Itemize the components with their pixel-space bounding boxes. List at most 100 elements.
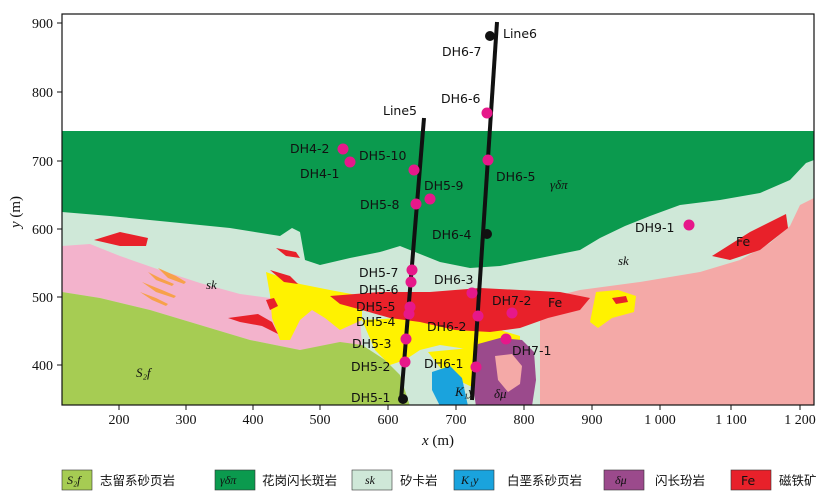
label-cretaceous: K₁y (454, 384, 474, 399)
sample-dh6-6 (481, 107, 493, 119)
sample-dh7-2 (506, 307, 518, 319)
iron-ore-lens-6 (612, 296, 628, 304)
label-dh7-1: DH7-1 (512, 343, 551, 358)
legend: S₂f 志留系砂页岩 γδπ 花岗闪长斑岩 sk 矽卡岩 K₁y 白垩系砂页岩 … (61, 469, 817, 491)
x-tick-200: 200 (109, 413, 130, 428)
sample-dh5-6 (405, 276, 417, 288)
label-dh4-1: DH4-1 (300, 166, 339, 181)
legend-text-diorite: 闪长玢岩 (655, 473, 705, 488)
iron-ore-lens-4 (266, 298, 278, 310)
y-tick-400: 400 (32, 359, 53, 374)
iron-ore-lens-1 (94, 232, 148, 246)
label-dh5-6: DH5-6 (359, 282, 398, 297)
label-dh5-5: DH5-5 (356, 299, 395, 314)
hole-marker-dh6-7 (485, 31, 495, 41)
label-skarn-left: sk (206, 277, 217, 292)
legend-text-cretaceous: 白垩系砂页岩 (507, 473, 582, 488)
legend-text-skarn: 矽卡岩 (400, 473, 438, 488)
line6-label: Line6 (503, 26, 537, 41)
label-dh6-1: DH6-1 (424, 356, 463, 371)
y-tick-600: 600 (32, 223, 53, 238)
legend-symbol-cretaceous: K₁y (460, 473, 479, 487)
label-fe-main: Fe (548, 295, 563, 310)
legend-swatch-diorite (603, 469, 645, 491)
orange-lens-1 (148, 272, 174, 286)
legend-swatch-skarn (351, 469, 393, 491)
sample-dh4-1 (344, 156, 356, 168)
label-dh5-3: DH5-3 (352, 336, 391, 351)
label-silurian: S₂f (136, 365, 153, 380)
sample-dh5-4 (403, 308, 415, 320)
x-axis-title: x (m) (421, 433, 454, 449)
x-axis: 200 300 400 500 600 700 800 900 1 000 1 … (109, 405, 816, 449)
legend-text-silurian: 志留系砂页岩 (100, 473, 175, 488)
legend-symbol-skarn: sk (365, 473, 376, 487)
label-dh6-2: DH6-2 (427, 319, 466, 334)
line6-profile (470, 21, 499, 401)
hornfels-zone-right (540, 198, 814, 405)
legend-symbol-iron: Fe (741, 473, 756, 488)
y-tick-900: 900 (32, 17, 53, 32)
label-dh5-2: DH5-2 (351, 359, 390, 374)
sample-dh5-8 (410, 198, 422, 210)
x-tick-700: 700 (446, 413, 467, 428)
x-tick-1200: 1 200 (784, 413, 816, 428)
label-dh5-1: DH5-1 (351, 390, 390, 405)
sample-dh6-3 (466, 287, 478, 299)
label-dh6-7: DH6-7 (442, 44, 481, 59)
sample-dh7-1 (500, 333, 512, 345)
label-dh7-2: DH7-2 (492, 293, 531, 308)
iron-ore-lens-right (712, 214, 788, 260)
geology-layers (62, 131, 814, 405)
x-tick-400: 400 (243, 413, 264, 428)
label-granite: γδπ (550, 177, 568, 192)
diorite-inclusion (495, 354, 522, 392)
x-tick-800: 800 (514, 413, 535, 428)
legend-symbol-diorite: δμ (615, 473, 627, 487)
legend-text-iron: 磁铁矿 (779, 473, 817, 488)
label-diorite: δμ (494, 386, 507, 401)
label-dh5-9: DH5-9 (424, 178, 463, 193)
y-tick-700: 700 (32, 155, 53, 170)
x-tick-1100: 1 100 (715, 413, 747, 428)
sample-dh9-1 (683, 219, 695, 231)
iron-ore-main (330, 288, 590, 332)
sample-dh6-5 (482, 154, 494, 166)
iron-ore-lens-3 (270, 270, 298, 284)
label-dh5-10: DH5-10 (359, 148, 406, 163)
y-tick-500: 500 (32, 291, 53, 306)
yellow-body-left (266, 272, 362, 340)
label-dh6-6: DH6-6 (441, 91, 480, 106)
label-dh9-1: DH9-1 (635, 220, 674, 235)
hole-marker-dh5-1 (398, 394, 408, 404)
label-dh6-3: DH6-3 (434, 272, 473, 287)
legend-symbol-silurian: S₂f (67, 473, 82, 487)
line5-label: Line5 (383, 103, 417, 118)
sample-dh5-2 (399, 356, 411, 368)
x-tick-900: 900 (582, 413, 603, 428)
label-dh6-4: DH6-4 (432, 227, 471, 242)
iron-ore-lens-2 (276, 248, 300, 258)
sample-dh5-9 (424, 193, 436, 205)
label-skarn-right: sk (618, 253, 629, 268)
legend-text-granite: 花岗闪长斑岩 (262, 473, 337, 488)
legend-swatch-cretaceous (453, 469, 495, 491)
silurian-strata (62, 292, 410, 405)
plot-frame (61, 13, 815, 406)
label-dh6-5: DH6-5 (496, 169, 535, 184)
legend-swatch-silurian (61, 469, 93, 491)
orange-lens-2 (142, 282, 176, 298)
legend-swatch-granite (214, 469, 256, 491)
sample-dh5-3 (400, 333, 412, 345)
sample-dh6-1 (470, 361, 482, 373)
label-dh5-8: DH5-8 (360, 197, 399, 212)
sample-points (337, 107, 695, 373)
line5-profile (399, 117, 426, 401)
sample-dh5-7 (406, 264, 418, 276)
hole-marker-dh6-4 (482, 229, 492, 239)
sample-dh5-10 (408, 164, 420, 176)
y-axis: 400 500 600 700 800 900 y (m) (8, 17, 62, 374)
legend-symbol-granite: γδπ (220, 473, 237, 487)
label-dh4-2: DH4-2 (290, 141, 329, 156)
